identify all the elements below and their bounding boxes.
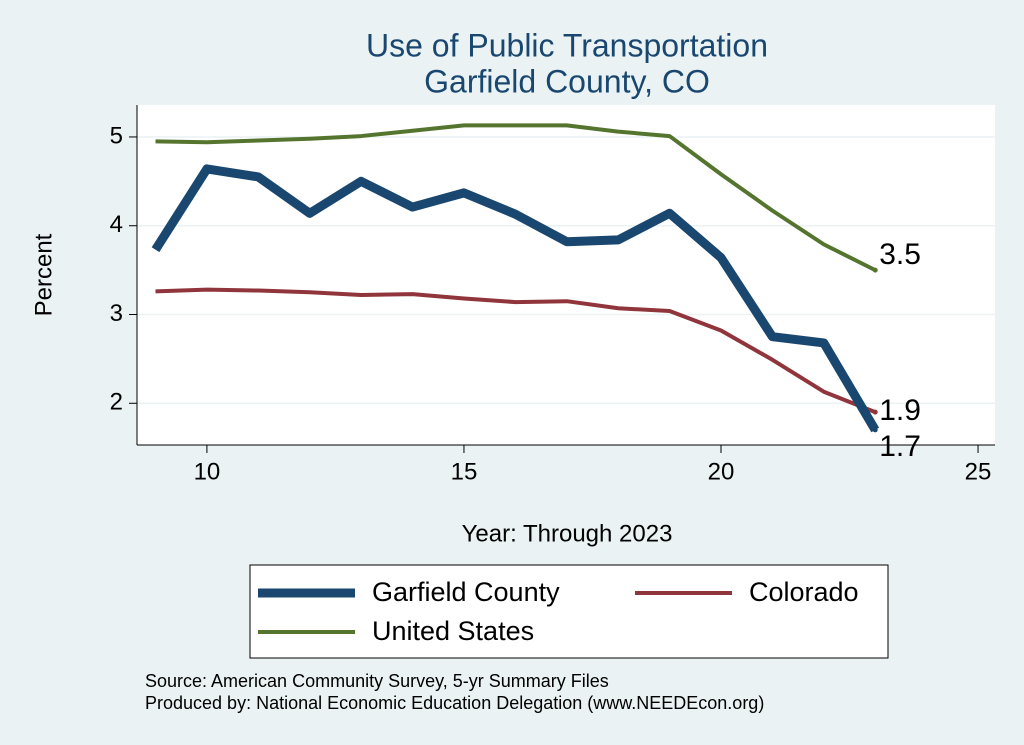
plot-area [137,105,995,445]
x-tick-label: 20 [708,458,735,485]
value-label: 3.5 [879,238,921,271]
legend-label: United States [372,616,534,646]
y-tick-label: 3 [110,300,123,327]
x-axis-label: Year: Through 2023 [462,520,673,547]
value-label: 1.9 [879,394,921,427]
legend-label: Garfield County [372,577,560,607]
y-axis-label: Percent [30,233,57,316]
legend-label: Colorado [749,577,859,607]
legend [249,564,889,659]
source-note: Source: American Community Survey, 5-yr … [145,671,609,691]
series-line [155,123,877,272]
series-line [155,287,876,415]
y-tick-label: 5 [110,122,123,149]
producer-note: Produced by: National Economic Education… [145,693,764,713]
series-line [151,164,880,433]
x-tick-label: 15 [451,458,478,485]
value-label: 1.7 [879,430,921,463]
y-tick-label: 4 [110,211,123,238]
end-point [872,267,878,273]
y-tick-label: 2 [110,389,123,416]
end-point [872,409,878,415]
end-point [872,427,878,433]
x-tick-label: 25 [965,458,992,485]
chart-title: Use of Public Transportation [366,27,768,63]
x-tick-label: 10 [194,458,221,485]
chart-subtitle: Garfield County, CO [424,63,710,99]
